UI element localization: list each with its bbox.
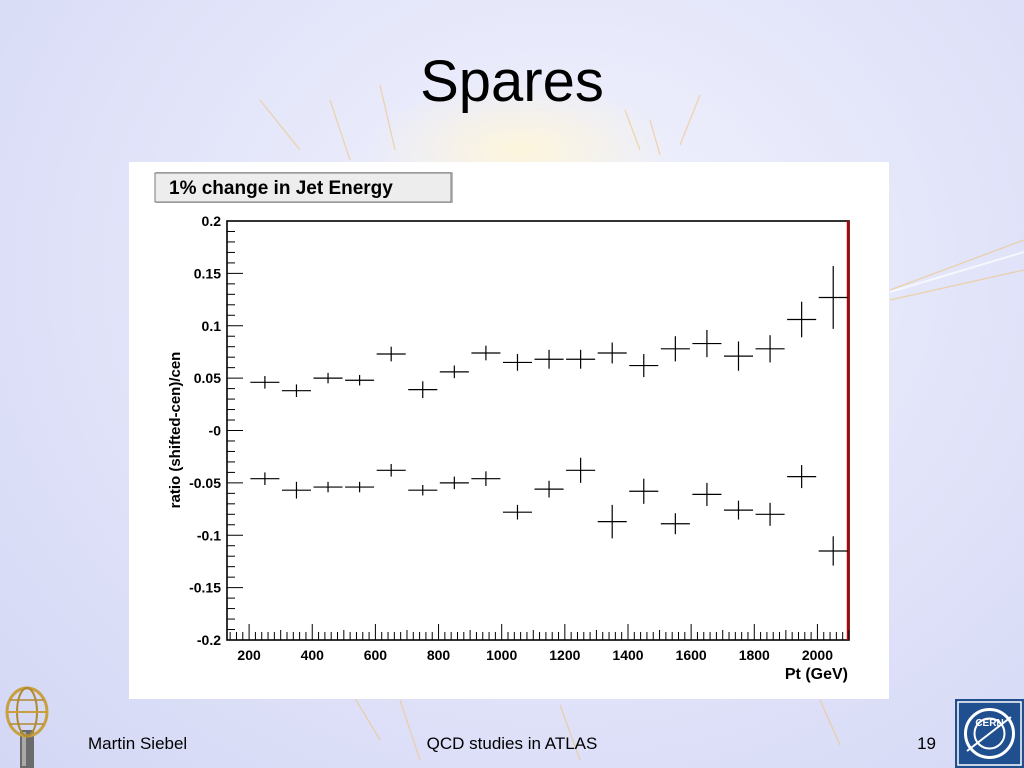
data-point: [818, 266, 848, 329]
x-tick-label: 200: [237, 647, 261, 663]
data-point: [376, 346, 406, 362]
data-point: [534, 480, 564, 498]
data-point: [376, 464, 406, 477]
plot-frame: [226, 220, 850, 641]
data-point: [313, 372, 343, 384]
atlas-logo: [5, 686, 49, 768]
y-tick-label: -0: [209, 423, 222, 439]
y-tick-label: -0.2: [197, 632, 221, 648]
x-tick-label: 800: [427, 647, 451, 663]
data-point: [723, 341, 754, 371]
data-point: [408, 484, 438, 496]
x-tick-label: 400: [301, 647, 325, 663]
slide-title: Spares: [420, 49, 604, 114]
plot-panel: 1% change in Jet Energy 0.2 0.15 0.1 0.05 -0…: [129, 162, 889, 699]
data-point: [471, 345, 501, 361]
x-tick-label: 1400: [612, 647, 643, 663]
data-point: [629, 354, 659, 378]
data-point: [787, 301, 817, 338]
data-point: [439, 365, 469, 379]
page-number: 19: [917, 734, 936, 753]
data-point: [692, 482, 722, 506]
data-point: [502, 354, 533, 371]
axis-tick-labels: 0.2 0.15 0.1 0.05 -0 -0.05 -0.1 -0.15 -0.2 200 400…: [189, 213, 833, 663]
footer-title: QCD studies in ATLAS: [426, 734, 598, 753]
data-point: [345, 481, 375, 493]
data-point: [502, 504, 533, 520]
data-point: [566, 457, 596, 483]
data-point: [818, 536, 848, 566]
data-point: [787, 465, 817, 489]
data-point: [281, 384, 311, 397]
x-tick-label: 1200: [549, 647, 580, 663]
data-point: [313, 481, 343, 493]
y-tick-label: 0.05: [194, 370, 221, 386]
data-point: [471, 471, 501, 487]
y-tick-label: -0.1: [197, 527, 221, 543]
data-point: [250, 472, 280, 485]
x-axis-label: Pt (GeV): [785, 666, 848, 683]
data-point: [408, 381, 438, 399]
x-tick-label: 1600: [676, 647, 707, 663]
data-point: [692, 329, 722, 358]
x-tick-label: 600: [364, 647, 388, 663]
data-point: [660, 513, 690, 535]
y-tick-label: 0.1: [202, 318, 222, 334]
data-point: [755, 335, 785, 363]
ratio-plot: 1% change in Jet Energy 0.2 0.15 0.1 0.05 -0…: [154, 172, 850, 683]
axis-ticks: [227, 220, 850, 641]
footer-author: Martin Siebel: [88, 734, 188, 753]
y-axis-label: ratio (shifted-cen)/cen: [167, 352, 184, 509]
y-tick-label: 0.2: [202, 213, 222, 229]
data-markers: [250, 266, 848, 566]
cern-logo-text: CERN: [975, 718, 1003, 729]
data-point: [629, 478, 659, 504]
data-point: [566, 349, 596, 369]
data-point: [597, 504, 627, 539]
x-tick-label: 2000: [802, 647, 833, 663]
data-point: [660, 336, 690, 362]
data-point: [439, 476, 469, 490]
data-point: [597, 342, 627, 364]
y-tick-label: -0.05: [189, 475, 221, 491]
y-tick-label: 0.15: [194, 265, 221, 281]
x-tick-label: 1800: [739, 647, 770, 663]
data-point: [534, 349, 564, 369]
y-tick-label: -0.15: [189, 580, 221, 596]
data-point: [250, 376, 280, 389]
plot-title: 1% change in Jet Energy: [169, 178, 393, 199]
cern-logo: CERN: [955, 699, 1024, 768]
data-point: [723, 500, 754, 520]
plot-title-box: 1% change in Jet Energy: [154, 172, 453, 203]
x-tick-label: 1000: [486, 647, 517, 663]
data-point: [345, 374, 375, 386]
data-point: [281, 481, 311, 499]
data-point: [755, 502, 785, 526]
